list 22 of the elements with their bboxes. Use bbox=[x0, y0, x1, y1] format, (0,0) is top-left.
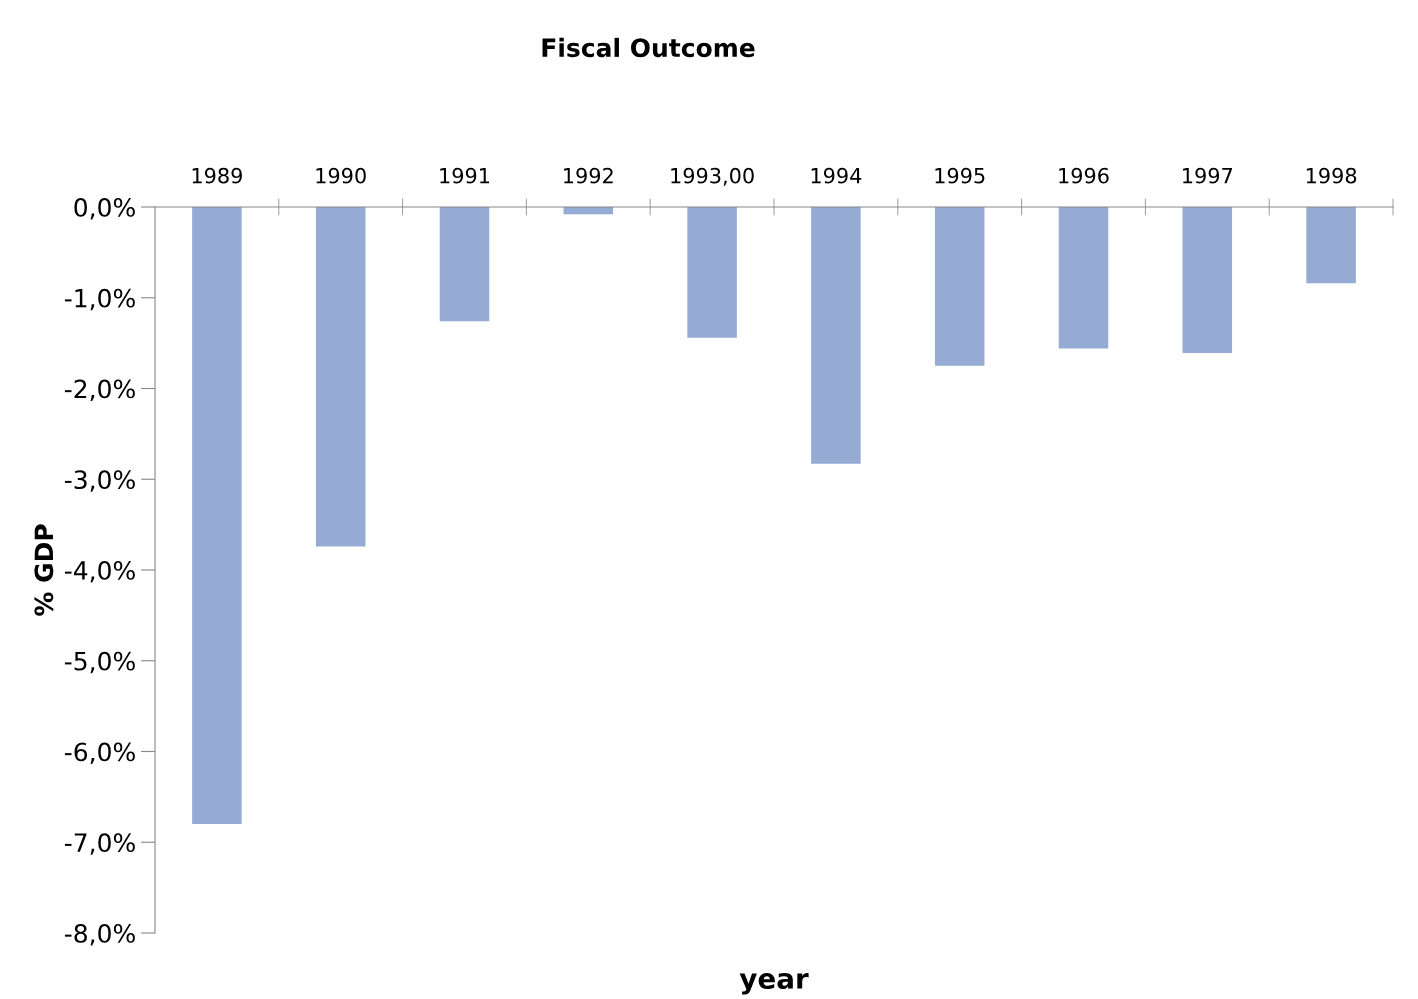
chart-title: Fiscal Outcome bbox=[542, 37, 755, 58]
x-tick-label: 1994 bbox=[811, 167, 862, 184]
x-tick-label: 1991 bbox=[440, 167, 490, 184]
x-tick-label: 1993,00 bbox=[671, 167, 754, 186]
y-tick-label: -6,0% bbox=[64, 742, 135, 764]
y-tick-label: -1,0% bbox=[64, 288, 135, 311]
x-tick-label: 1992 bbox=[564, 167, 613, 184]
y-tick-label: -7,0% bbox=[64, 833, 135, 855]
x-tick-label: 1989 bbox=[192, 167, 242, 184]
y-tick-label: -3,0% bbox=[64, 470, 135, 492]
y-tick-label: -5,0% bbox=[64, 651, 135, 674]
x-tick-label: 1996 bbox=[1059, 167, 1109, 184]
y-tick-label: 0,0% bbox=[74, 197, 135, 220]
x-tick-label: 1997 bbox=[1183, 167, 1233, 184]
x-tick-label: 1998 bbox=[1306, 167, 1357, 184]
y-axis-title: % GDP bbox=[34, 524, 54, 616]
x-axis-title: year bbox=[739, 973, 809, 995]
y-tick-label: -4,0% bbox=[64, 560, 135, 583]
x-tick-label: 1995 bbox=[935, 167, 985, 184]
y-tick-label: -2,0% bbox=[64, 379, 135, 401]
x-tick-label: 1990 bbox=[316, 167, 366, 184]
y-tick-label: -8,0% bbox=[64, 923, 135, 946]
